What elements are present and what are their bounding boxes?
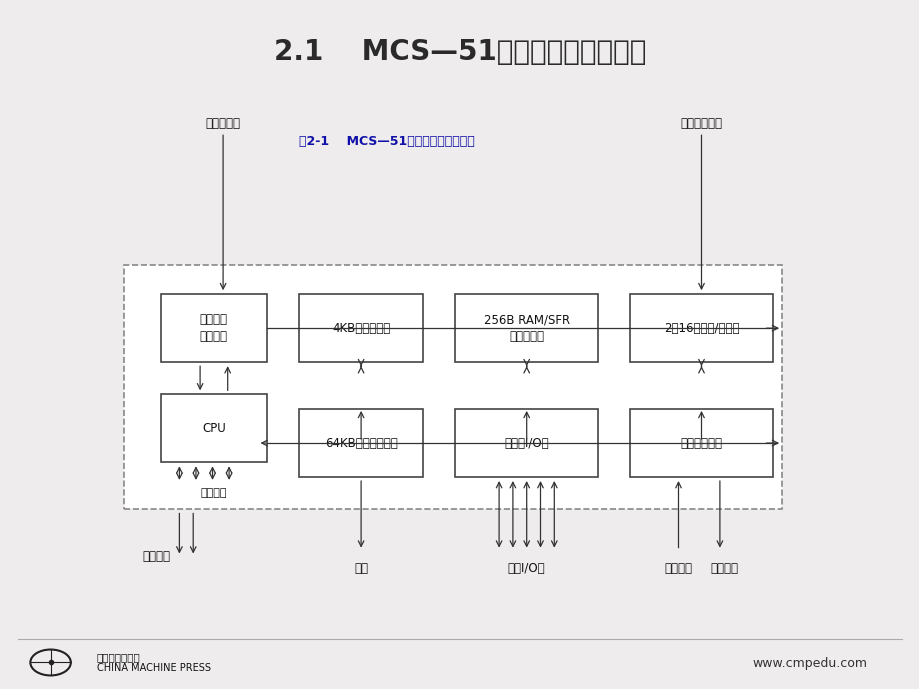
Text: CHINA MACHINE PRESS: CHINA MACHINE PRESS xyxy=(96,664,210,673)
Bar xyxy=(455,409,597,477)
Text: 256B RAM/SFR
数据存储器: 256B RAM/SFR 数据存储器 xyxy=(483,313,569,343)
Text: 可编程串行口: 可编程串行口 xyxy=(680,437,721,449)
Text: 2.1    MCS—51单片机内部总体结构: 2.1 MCS—51单片机内部总体结构 xyxy=(274,38,645,66)
Bar xyxy=(161,294,267,362)
Text: 串行输出: 串行输出 xyxy=(709,562,738,575)
Text: 内部中断: 内部中断 xyxy=(200,488,227,498)
Bar xyxy=(299,409,423,477)
Bar xyxy=(299,294,423,362)
Bar xyxy=(124,265,781,509)
Text: 串行输入: 串行输入 xyxy=(664,562,692,575)
Text: 机械工业出版社: 机械工业出版社 xyxy=(96,652,141,662)
Text: 脉冲计数输入: 脉冲计数输入 xyxy=(680,117,721,130)
Text: 64KB总线扩展控制: 64KB总线扩展控制 xyxy=(324,437,397,449)
Text: 振荡器及
定时电路: 振荡器及 定时电路 xyxy=(199,313,228,343)
Bar xyxy=(630,294,772,362)
Bar xyxy=(630,409,772,477)
Bar xyxy=(455,294,597,362)
Text: 可编程I/O口: 可编程I/O口 xyxy=(504,437,549,449)
Text: 基准频率源: 基准频率源 xyxy=(205,117,241,130)
Text: 2个16位定时/计数器: 2个16位定时/计数器 xyxy=(663,322,739,335)
Text: 并行I/O口: 并行I/O口 xyxy=(507,562,545,575)
Text: 4KB程序存储器: 4KB程序存储器 xyxy=(332,322,390,335)
Text: 控制: 控制 xyxy=(354,562,368,575)
Text: 外部中断: 外部中断 xyxy=(142,550,170,563)
Text: CPU: CPU xyxy=(202,422,225,435)
Text: 图2-1    MCS—51单片机内部结构框图: 图2-1 MCS—51单片机内部结构框图 xyxy=(298,134,474,147)
Text: www.cmpedu.com: www.cmpedu.com xyxy=(752,657,867,670)
Bar xyxy=(161,394,267,462)
